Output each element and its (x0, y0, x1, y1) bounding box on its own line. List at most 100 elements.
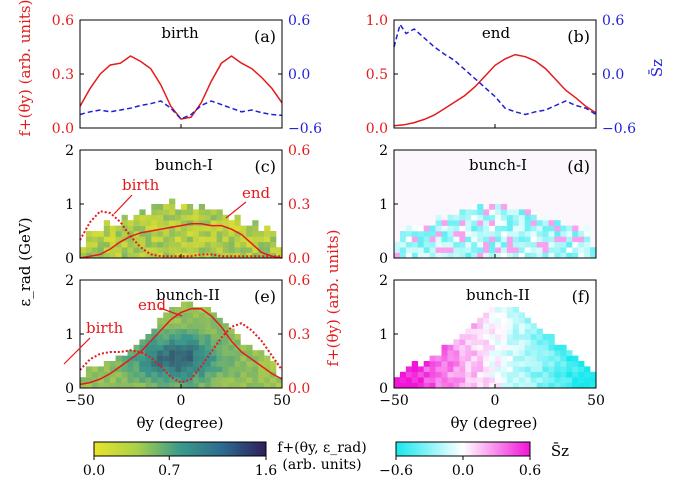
xtick-label: 0 (491, 393, 500, 409)
heatmap-cell (453, 247, 460, 253)
ytick-label: 2 (379, 273, 388, 289)
heatmap-cell (169, 323, 176, 329)
heatmap-cell (133, 214, 140, 221)
heatmap-cell (175, 344, 182, 351)
end-series-line (79, 223, 283, 259)
heatmap-cell (453, 355, 460, 362)
heatmap-cell (524, 231, 531, 237)
heatmap-cell (566, 361, 573, 367)
heatmap-cell (222, 361, 229, 367)
heatmap-cell (198, 209, 205, 216)
heatmap-cell (548, 366, 555, 373)
heatmap-cell (181, 312, 188, 319)
heatmap-cell (115, 252, 122, 259)
heatmap-cell (477, 204, 484, 210)
heatmap-cell (524, 328, 531, 335)
heatmap-cell (465, 236, 472, 243)
heatmap-cell (483, 252, 490, 259)
heatmap-cell (518, 344, 525, 351)
heatmap-cell (210, 225, 217, 232)
heatmap-cell (246, 371, 253, 378)
heatmap-cell (252, 366, 259, 373)
heatmap-cell (405, 377, 413, 383)
heatmap-cell (465, 334, 472, 340)
heatmap-cell (181, 339, 188, 346)
heatmap-cell (258, 371, 265, 378)
heatmap-cell (157, 350, 164, 356)
ylabel-energy: ε_rad (GeV) (16, 217, 34, 306)
heatmap-cell (489, 328, 496, 335)
heatmap-cell (163, 317, 170, 324)
heatmap-cell (536, 371, 543, 378)
heatmap-cell (548, 371, 555, 378)
heatmap-cell (506, 247, 514, 253)
heatmap-cell (192, 323, 200, 329)
heatmap-cell (204, 355, 211, 362)
heatmap-cell (530, 382, 537, 389)
heatmap-cell (489, 339, 496, 346)
heatmap-cell (204, 312, 211, 319)
heatmap-cell (465, 371, 472, 378)
heatmap-cell (584, 377, 591, 383)
heatmap-cell (542, 382, 549, 389)
heatmap-cell (121, 366, 128, 373)
heatmap-cell (270, 366, 277, 373)
heatmap-cell (489, 366, 496, 373)
ytick-label: 0.3 (52, 67, 74, 83)
heatmap-cell (518, 366, 525, 373)
heatmap-cell (270, 382, 277, 389)
heatmap-cell (489, 344, 496, 351)
heatmap-cell (590, 252, 597, 259)
heatmap-cell (204, 323, 211, 329)
heatmap-cell (399, 252, 407, 259)
heatmap-cell (198, 334, 205, 340)
heatmap-cell (163, 247, 170, 253)
heatmap-cell (471, 339, 478, 346)
heatmap-cell (246, 377, 253, 383)
label-end: end (242, 184, 271, 202)
heatmap-cell (270, 252, 277, 259)
heatmap-cell (264, 241, 271, 248)
heatmap-cell (477, 328, 484, 335)
heatmap-cell (423, 225, 430, 232)
heatmap-cell (186, 339, 194, 346)
heatmap-cell (572, 241, 579, 248)
heatmap-cell (578, 366, 585, 373)
heatmap-cell (210, 231, 217, 237)
heatmap-cell (115, 361, 122, 367)
heatmap-cell (548, 220, 555, 226)
heatmap-cell (204, 241, 211, 248)
xtick-label: −50 (379, 393, 409, 409)
heatmap-cell (542, 350, 549, 356)
heatmap-cell (512, 236, 519, 243)
heatmap-cell (157, 371, 164, 378)
heatmap-cell (186, 209, 194, 216)
heatmap-cell (151, 328, 158, 335)
heatmap-cell (506, 225, 514, 232)
heatmap-cell (447, 225, 454, 232)
ytick-label: 2 (379, 143, 388, 159)
panel-c: 0 1 2 0.0 0.3 0.6 bunch-I (c) birth end (65, 143, 310, 267)
heatmap-cell (169, 366, 176, 373)
heatmap-cell (447, 371, 454, 378)
heatmap-cell (524, 220, 531, 226)
heatmap-cell (264, 361, 271, 367)
heatmap-cell (175, 366, 182, 373)
heatmap-cell (584, 231, 591, 237)
heatmap-cell (459, 366, 466, 373)
heatmap-cell (186, 328, 194, 335)
panel-a: 0.0 0.3 0.6 −0.6 0.0 0.6 birth (a) (52, 13, 322, 137)
heatmap-cell (554, 371, 561, 378)
heatmap-cell (477, 214, 484, 221)
heatmap-cell (169, 339, 176, 346)
heatmap-cell (145, 355, 152, 362)
heatmap-cell (210, 334, 217, 340)
heatmap-cell (435, 355, 442, 362)
heatmap-cell (423, 247, 430, 253)
heatmap-cell (240, 355, 247, 362)
heatmap-cell (495, 312, 502, 319)
heatmap-cell (139, 231, 146, 237)
heatmap-cell (109, 377, 116, 383)
heatmap-cell (489, 225, 496, 232)
heatmap-cell (500, 371, 508, 378)
